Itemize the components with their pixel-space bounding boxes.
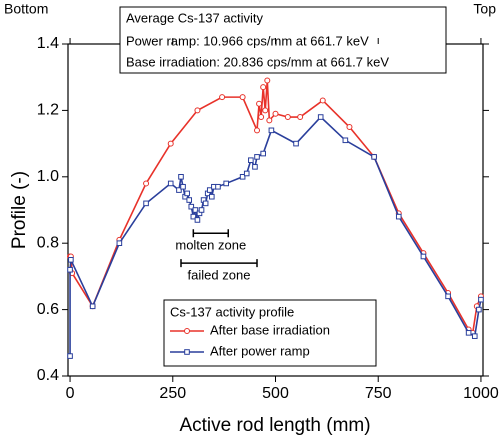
marker [395, 213, 402, 220]
marker [264, 77, 271, 84]
legend-label: After base irradiation [210, 322, 330, 337]
marker [67, 266, 73, 273]
marker [293, 140, 299, 147]
y-axis-label: Profile (-) [9, 171, 30, 249]
marker [206, 187, 213, 193]
marker [190, 213, 197, 220]
legend-box [163, 299, 377, 367]
x-tick-label: 1000 [463, 385, 499, 402]
info-text: Average Cs-137 activity [126, 10, 264, 25]
annotation-text: failed zone [188, 268, 251, 283]
x-axis-label: Active rod length (mm) [179, 415, 370, 436]
marker [167, 180, 174, 187]
marker [178, 174, 184, 180]
marker [116, 240, 123, 246]
marker [184, 190, 190, 197]
marker [478, 296, 484, 303]
legend-marker [184, 349, 190, 355]
marker [89, 303, 96, 310]
x-tick-label: 500 [262, 385, 289, 402]
y-tick-label: 1.4 [37, 35, 59, 52]
marker [262, 107, 269, 114]
marker [67, 353, 73, 359]
marker [260, 84, 267, 91]
info-box [119, 6, 447, 74]
series-line [70, 80, 482, 335]
y-tick-label: 0.4 [37, 367, 59, 384]
x-tick-label: 250 [159, 385, 186, 402]
marker [248, 157, 254, 163]
marker [465, 330, 472, 336]
annotation-bracket [180, 259, 258, 268]
x-tick-label: 0 [66, 385, 75, 402]
y-tick-label: 1.2 [37, 102, 59, 119]
marker [223, 180, 229, 187]
y-tick-label: 1.0 [37, 168, 59, 185]
marker [243, 170, 250, 177]
marker [284, 114, 291, 121]
marker [268, 127, 275, 134]
legend-label: After power ramp [210, 343, 310, 358]
marker [192, 207, 199, 213]
marker [186, 197, 193, 203]
marker [167, 140, 174, 147]
marker [219, 94, 226, 101]
y-tick-label: 0.6 [37, 301, 59, 318]
marker [68, 257, 74, 263]
legend-marker [184, 328, 190, 334]
marker [445, 293, 451, 300]
marker [194, 107, 201, 114]
marker [176, 187, 182, 193]
marker [239, 94, 246, 101]
marker [143, 180, 150, 187]
marker [254, 154, 260, 160]
legend-title: Cs-137 activity profile [170, 304, 294, 319]
marker [272, 110, 279, 117]
corner-label: Bottom [4, 1, 48, 17]
marker [319, 97, 326, 104]
marker [420, 253, 427, 260]
marker [256, 100, 263, 107]
annotation-text: molten zone [175, 238, 246, 253]
marker [143, 200, 149, 207]
marker [342, 137, 349, 144]
marker [297, 114, 304, 121]
marker [476, 306, 482, 313]
marker [202, 200, 209, 207]
marker [194, 217, 201, 223]
marker [188, 203, 195, 210]
info-text: Base irradiation: 20.836 cps/mm at 661.7… [126, 54, 389, 69]
marker [254, 127, 261, 134]
marker [266, 117, 273, 124]
marker [317, 114, 324, 120]
marker [346, 124, 353, 130]
marker [258, 114, 265, 121]
info-text: Power ramp: 10.966 cps/mm at 661.7 keV [126, 33, 369, 48]
marker [252, 164, 258, 170]
annotation-bracket [192, 229, 229, 238]
marker [180, 183, 186, 190]
y-tick-label: 0.8 [37, 234, 59, 251]
x-tick-label: 750 [365, 385, 392, 402]
marker [239, 174, 246, 180]
marker [471, 333, 478, 339]
marker [209, 193, 215, 200]
marker [260, 150, 266, 157]
corner-label: Top [473, 1, 496, 17]
marker [371, 154, 377, 160]
marker [215, 183, 221, 190]
marker [198, 207, 205, 213]
